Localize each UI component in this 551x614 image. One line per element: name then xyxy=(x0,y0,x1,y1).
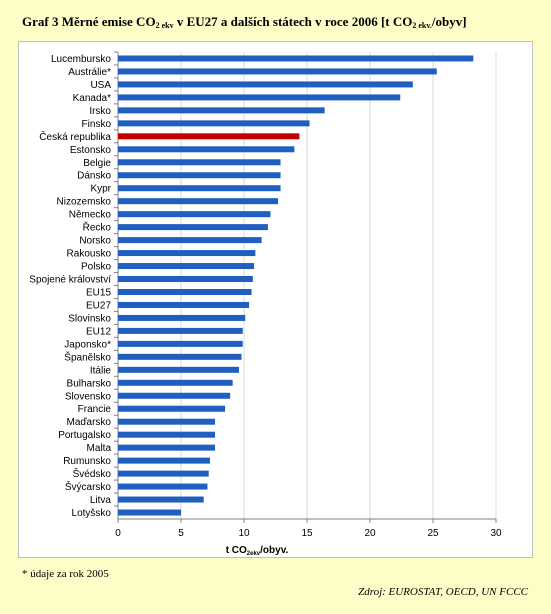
x-tick-label: 30 xyxy=(490,528,502,539)
source-note: Zdroj: EUROSTAT, OECD, UN FCCC xyxy=(358,586,528,598)
category-label: Austrálie* xyxy=(68,67,111,78)
bar xyxy=(118,496,204,503)
bar xyxy=(118,288,252,295)
category-label: Finsko xyxy=(82,119,112,130)
x-axis-title: t CO2ekv/obyv. xyxy=(226,545,289,557)
bar xyxy=(118,366,239,373)
bar xyxy=(118,237,262,244)
bar xyxy=(118,314,246,321)
category-label: Slovensko xyxy=(65,391,112,402)
x-tick-label: 10 xyxy=(238,528,250,539)
bar xyxy=(118,353,242,360)
bar xyxy=(118,431,216,438)
bar xyxy=(118,172,281,179)
category-label: Estonsko xyxy=(70,145,112,156)
bar xyxy=(118,276,253,283)
bar xyxy=(118,509,181,516)
category-label: Portugalsko xyxy=(58,430,111,441)
x-tick-label: 15 xyxy=(301,528,313,539)
category-label: Maďarsko xyxy=(67,417,112,428)
category-label: Bulharsko xyxy=(67,378,112,389)
category-label: Kanada* xyxy=(73,93,111,104)
bar xyxy=(118,81,413,88)
category-label: Malta xyxy=(87,443,112,454)
bar xyxy=(118,392,231,399)
category-label: EU12 xyxy=(86,326,111,337)
x-tick-label: 25 xyxy=(427,528,439,539)
category-label: Itálie xyxy=(90,365,112,376)
bar xyxy=(118,483,208,490)
bar xyxy=(118,107,325,114)
category-label: Lotyšsko xyxy=(72,508,112,519)
category-label: Litva xyxy=(90,495,112,506)
bar xyxy=(118,418,216,425)
category-label: EU27 xyxy=(86,300,111,311)
bar xyxy=(118,457,210,464)
category-label: Francie xyxy=(78,404,112,415)
category-label: Švýcarsko xyxy=(65,480,112,493)
bar-chart: 0 5 10 15 20 25 30 Lucembursko Austrálie* USA Kana… xyxy=(29,51,502,557)
chart-area: 0 5 10 15 20 25 30 Lucembursko Austrálie* USA Kana… xyxy=(18,41,533,558)
category-label: Kypr xyxy=(90,184,111,195)
bar xyxy=(118,159,281,166)
x-tick-label: 5 xyxy=(178,528,184,539)
category-label: Rumunsko xyxy=(63,456,111,467)
category-label: Slovinsko xyxy=(68,313,111,324)
bar xyxy=(118,405,226,412)
chart-title: Graf 3 Měrné emise CO2 ekv v EU27 a dalš… xyxy=(22,14,467,30)
category-label: Dánsko xyxy=(77,171,111,182)
bar xyxy=(118,185,281,192)
category-label: Lucembursko xyxy=(51,54,111,65)
category-label: Česká republika xyxy=(39,130,111,143)
category-label: Rakousko xyxy=(67,249,112,260)
bar xyxy=(118,68,437,75)
bar xyxy=(118,327,243,334)
footnote: * údaje za rok 2005 xyxy=(22,568,109,580)
category-label: Německo xyxy=(69,210,112,221)
bar xyxy=(118,444,216,451)
bar xyxy=(118,55,474,62)
category-label: Nizozemsko xyxy=(57,197,112,208)
bar xyxy=(118,340,243,347)
category-label: USA xyxy=(90,80,111,91)
bar xyxy=(118,146,295,153)
bar xyxy=(118,379,233,386)
bar xyxy=(118,470,209,477)
bar xyxy=(118,120,310,127)
category-label: Řecko xyxy=(83,221,112,234)
category-label: Polsko xyxy=(81,262,111,273)
bar xyxy=(118,211,271,218)
bar xyxy=(118,263,255,270)
category-label: EU15 xyxy=(86,287,111,298)
category-label: Irsko xyxy=(89,106,111,117)
bar xyxy=(118,133,300,140)
x-tick-label: 0 xyxy=(115,528,121,539)
x-tick-label: 20 xyxy=(364,528,376,539)
bar xyxy=(118,250,256,257)
bar xyxy=(118,224,268,231)
category-label: Norsko xyxy=(79,236,111,247)
bar xyxy=(118,301,250,308)
category-label: Švédsko xyxy=(73,467,112,480)
category-label: Španělsko xyxy=(64,350,111,363)
bar xyxy=(118,94,401,101)
category-label: Spojené království xyxy=(29,275,111,286)
category-label: Japonsko* xyxy=(64,339,111,350)
category-label: Belgie xyxy=(83,158,111,169)
bar xyxy=(118,198,279,205)
